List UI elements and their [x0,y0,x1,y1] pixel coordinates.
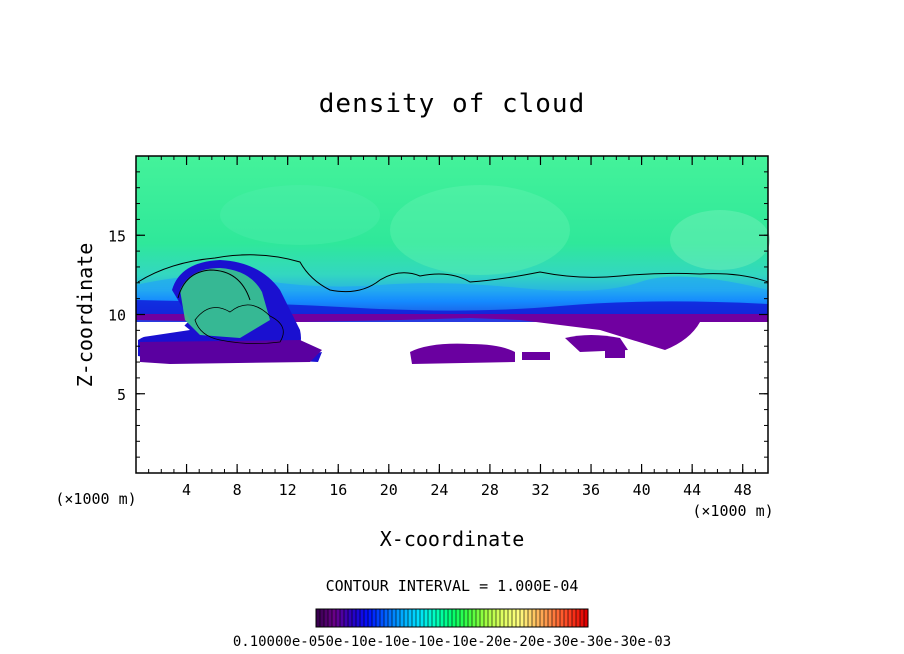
colorbar-swatch [484,609,488,627]
colorbar-swatch [452,609,456,627]
heatmap-field [136,156,770,473]
colorbar-swatch [520,609,524,627]
colorbar-swatch [492,609,496,627]
colorbar-swatch [512,609,516,627]
colorbar-swatch [544,609,548,627]
colorbar-swatch [584,609,588,627]
colorbar-swatch [460,609,464,627]
colorbar-swatch [408,609,412,627]
colorbar-swatch [516,609,520,627]
colorbar [315,608,589,628]
x-tick-label: 8 [233,481,242,499]
colorbar-swatch [428,609,432,627]
chart-title: density of cloud [319,89,585,119]
colorbar-swatch [356,609,360,627]
colorbar-swatch [344,609,348,627]
colorbar-swatch [552,609,556,627]
colorbar-frame [315,608,589,628]
colorbar-swatch [468,609,472,627]
colorbar-swatch [388,609,392,627]
x-tick-label: 16 [329,481,347,499]
colorbar-swatch [420,609,424,627]
x-unit-right: (×1000 m) [692,502,773,520]
colorbar-swatch [564,609,568,627]
colorbar-swatch [500,609,504,627]
colorbar-swatch [464,609,468,627]
colorbar-labels: 0.10000e-050e-10e-10e-10e-10e-20e-20e-30… [233,634,671,650]
colorbar-swatch [376,609,380,627]
x-axis-label: X-coordinate [380,527,525,551]
colorbar-swatch [580,609,584,627]
colorbar-swatch [348,609,352,627]
colorbar-swatch [320,609,324,627]
colorbar-swatch [400,609,404,627]
colorbar-swatch [556,609,560,627]
colorbar-swatch [572,609,576,627]
colorbar-swatch [424,609,428,627]
colorbar-swatch [524,609,528,627]
colorbar-swatch [496,609,500,627]
colorbar-swatch [336,609,340,627]
colorbar-swatch [508,609,512,627]
colorbar-swatch [488,609,492,627]
x-tick-label: 48 [734,481,752,499]
y-tick-label: 15 [108,227,126,245]
x-tick-label: 24 [430,481,448,499]
x-unit-left: (×1000 m) [55,490,136,508]
colorbar-swatch [444,609,448,627]
x-tick-label: 44 [683,481,701,499]
colorbar-swatch [536,609,540,627]
contour-interval-text: CONTOUR INTERVAL = 1.000E-04 [326,577,579,595]
y-tick-label: 10 [108,307,126,325]
y-axis-ticks: 5 10 15 [108,171,768,458]
colorbar-swatch [472,609,476,627]
colorbar-swatch [440,609,444,627]
colorbar-swatch [568,609,572,627]
x-tick-label: 40 [633,481,651,499]
colorbar-swatch [360,609,364,627]
colorbar-swatch [364,609,368,627]
colorbar-swatch [352,609,356,627]
colorbar-swatch [528,609,532,627]
colorbar-swatch [324,609,328,627]
colorbar-swatch [504,609,508,627]
y-tick-label: 5 [117,386,126,404]
colorbar-swatch [328,609,332,627]
colorbar-swatch [404,609,408,627]
colorbar-swatch [480,609,484,627]
colorbar-swatch [456,609,460,627]
colorbar-swatch [316,609,320,627]
x-tick-label: 4 [182,481,191,499]
colorbar-swatch [540,609,544,627]
x-tick-label: 36 [582,481,600,499]
colorbar-swatch [476,609,480,627]
x-tick-label: 28 [481,481,499,499]
colorbar-swatch [368,609,372,627]
colorbar-swatch [396,609,400,627]
colorbar-swatch [576,609,580,627]
x-axis-ticks: 4 8 12 16 20 24 28 32 36 40 44 48 [148,156,756,499]
colorbar-swatch [372,609,376,627]
colorbar-swatch [432,609,436,627]
colorbar-swatch [416,609,420,627]
colorbar-swatch [384,609,388,627]
colorbar-swatch [532,609,536,627]
colorbar-swatch [380,609,384,627]
y-axis-label: Z-coordinate [73,243,97,388]
x-tick-label: 12 [279,481,297,499]
colorbar-swatch [340,609,344,627]
colorbar-swatch [412,609,416,627]
colorbar-swatch [548,609,552,627]
x-tick-label: 32 [531,481,549,499]
colorbar-swatch [448,609,452,627]
x-tick-label: 20 [380,481,398,499]
colorbar-swatch [392,609,396,627]
colorbar-swatch [332,609,336,627]
colorbar-swatch [560,609,564,627]
colorbar-swatch [436,609,440,627]
